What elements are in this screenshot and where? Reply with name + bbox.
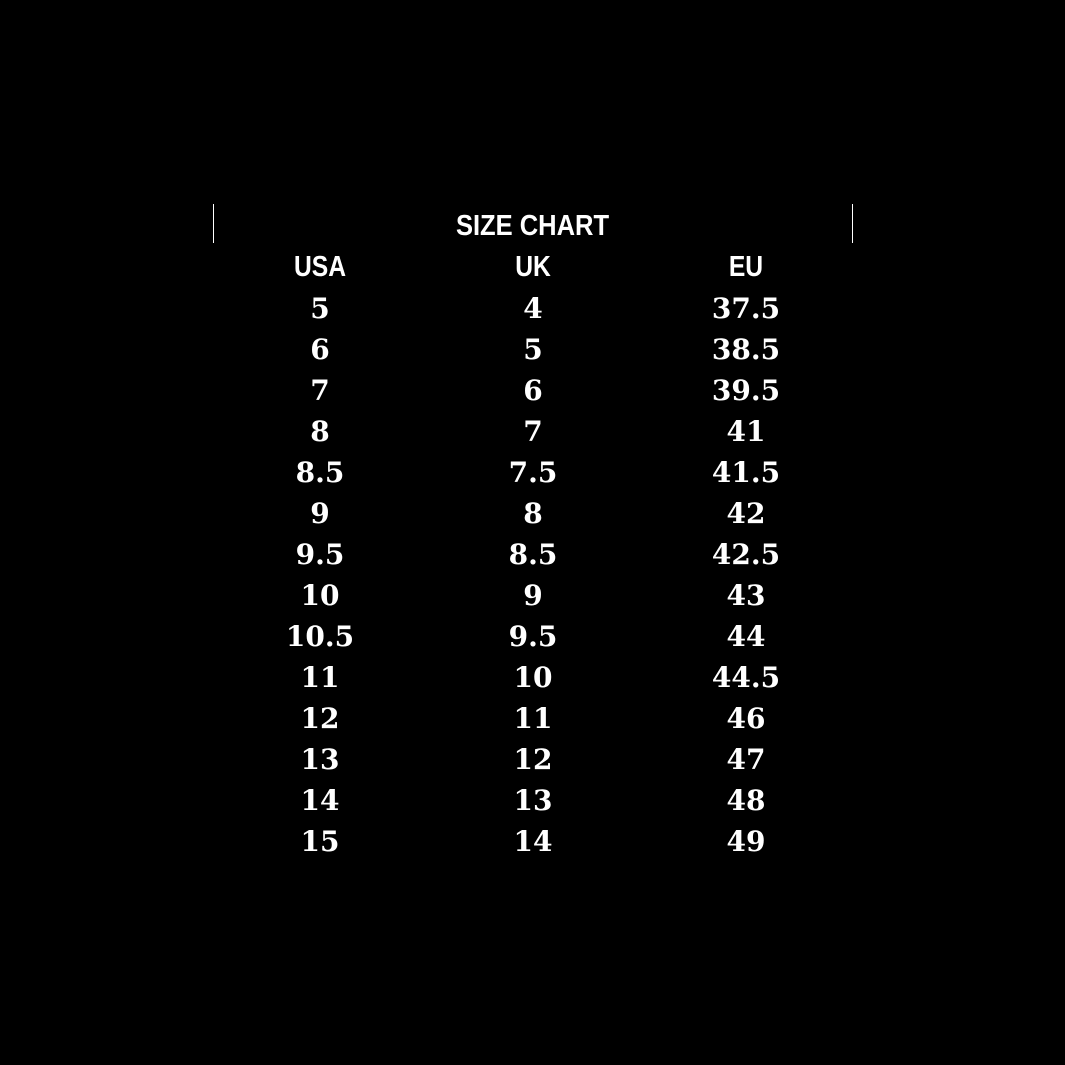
cell-usa: 5 [310,292,330,325]
cell-eu: 44.5 [711,661,781,694]
right-divider [852,204,853,243]
cell-usa: 10 [300,579,340,612]
cell-uk: 8 [523,497,543,530]
cell-eu: 38.5 [711,333,781,366]
cell-uk: 4 [523,292,543,325]
cell-eu: 43 [726,579,766,612]
cell-uk: 12 [513,743,553,776]
cell-uk: 9 [523,579,543,612]
cell-uk: 7.5 [508,456,558,489]
cell-usa: 9.5 [295,538,345,571]
cell-eu: 44 [726,620,766,653]
cell-uk: 5 [523,333,543,366]
cell-eu: 47 [726,743,766,776]
cell-eu: 37.5 [711,292,781,325]
column-header-usa: USA [293,251,347,283]
chart-title: SIZE CHART [455,210,610,242]
cell-usa: 7 [310,374,330,407]
column-header-eu: EU [728,251,764,283]
cell-eu: 39.5 [711,374,781,407]
cell-usa: 9 [310,497,330,530]
cell-uk: 6 [523,374,543,407]
cell-usa: 15 [300,825,340,858]
left-divider [213,204,214,243]
cell-usa: 8 [310,415,330,448]
cell-uk: 9.5 [508,620,558,653]
cell-eu: 49 [726,825,766,858]
cell-uk: 14 [513,825,553,858]
cell-eu: 41.5 [711,456,781,489]
cell-usa: 8.5 [295,456,345,489]
cell-uk: 8.5 [508,538,558,571]
cell-usa: 13 [300,743,340,776]
cell-usa: 10.5 [285,620,355,653]
cell-uk: 11 [513,702,553,735]
cell-eu: 42.5 [711,538,781,571]
cell-eu: 46 [726,702,766,735]
cell-uk: 7 [523,415,543,448]
cell-usa: 12 [300,702,340,735]
cell-eu: 42 [726,497,766,530]
cell-usa: 11 [300,661,340,694]
cell-eu: 41 [726,415,766,448]
cell-usa: 14 [300,784,340,817]
cell-uk: 13 [513,784,553,817]
cell-usa: 6 [310,333,330,366]
column-header-uk: UK [515,251,551,283]
cell-uk: 10 [513,661,553,694]
cell-eu: 48 [726,784,766,817]
